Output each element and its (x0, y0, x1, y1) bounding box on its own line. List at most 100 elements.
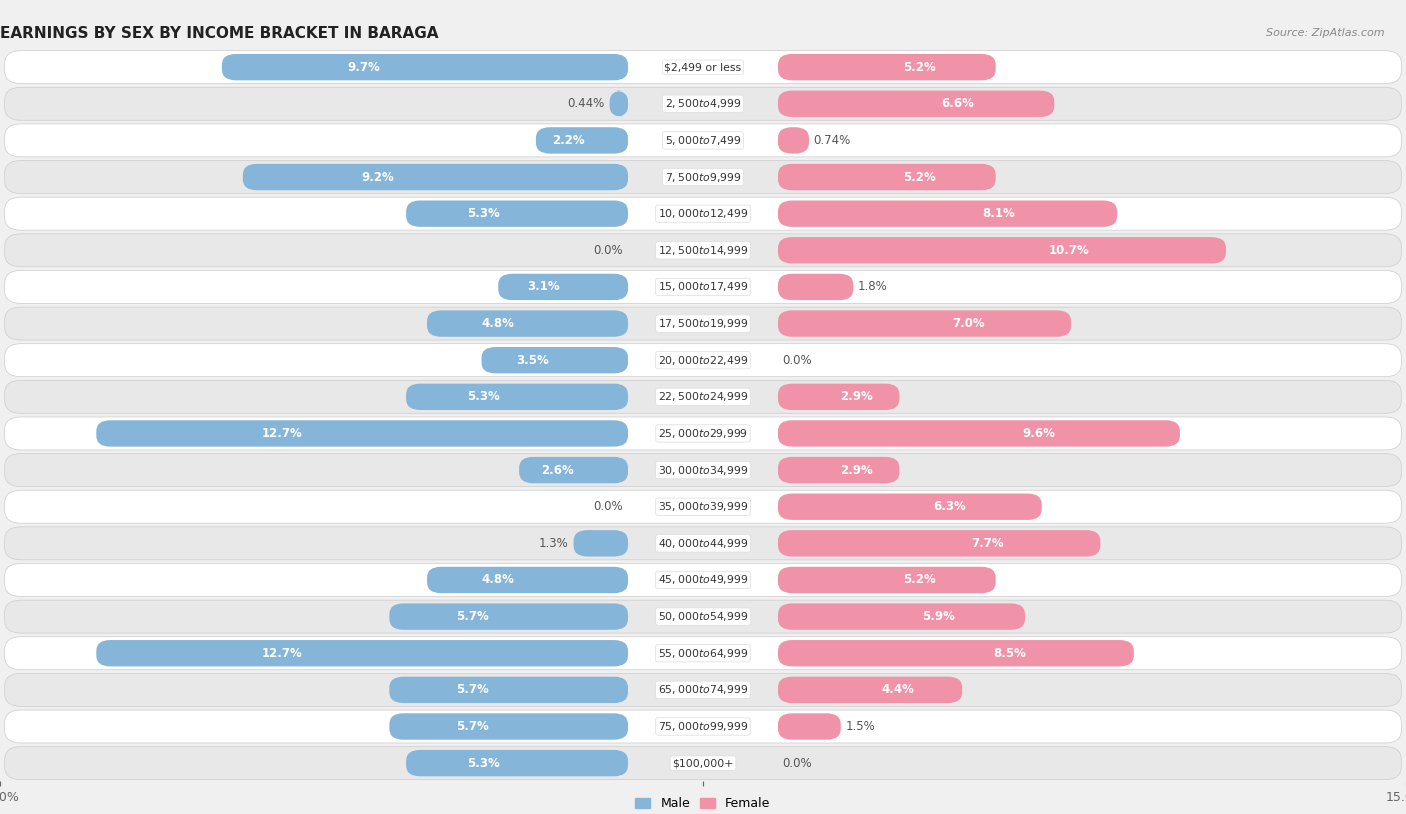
Text: $15,000 to $17,499: $15,000 to $17,499 (658, 281, 748, 293)
FancyBboxPatch shape (427, 567, 628, 593)
Text: 2.9%: 2.9% (841, 464, 873, 476)
FancyBboxPatch shape (778, 237, 1226, 264)
Text: $12,500 to $14,999: $12,500 to $14,999 (658, 244, 748, 256)
FancyBboxPatch shape (778, 713, 841, 740)
Text: 4.4%: 4.4% (882, 684, 914, 696)
FancyBboxPatch shape (4, 710, 1402, 743)
Text: 9.7%: 9.7% (347, 61, 381, 73)
Text: 5.9%: 5.9% (922, 610, 955, 623)
FancyBboxPatch shape (4, 600, 1402, 633)
FancyBboxPatch shape (498, 274, 628, 300)
FancyBboxPatch shape (389, 676, 628, 703)
FancyBboxPatch shape (4, 380, 1402, 414)
FancyBboxPatch shape (4, 746, 1402, 780)
Text: $65,000 to $74,999: $65,000 to $74,999 (658, 684, 748, 696)
FancyBboxPatch shape (481, 347, 628, 374)
FancyBboxPatch shape (406, 750, 628, 777)
Legend: Male, Female: Male, Female (630, 793, 776, 814)
Text: 2.9%: 2.9% (841, 391, 873, 403)
Text: 7.7%: 7.7% (972, 537, 1004, 549)
FancyBboxPatch shape (4, 453, 1402, 487)
Text: 5.2%: 5.2% (903, 171, 936, 183)
FancyBboxPatch shape (778, 676, 962, 703)
FancyBboxPatch shape (778, 274, 853, 300)
FancyBboxPatch shape (536, 127, 628, 154)
Text: 1.5%: 1.5% (845, 720, 875, 733)
Text: 9.2%: 9.2% (361, 171, 394, 183)
Text: $5,000 to $7,499: $5,000 to $7,499 (665, 134, 741, 147)
FancyBboxPatch shape (778, 567, 995, 593)
FancyBboxPatch shape (610, 90, 628, 117)
FancyBboxPatch shape (427, 310, 628, 337)
FancyBboxPatch shape (4, 673, 1402, 707)
Text: 0.74%: 0.74% (814, 134, 851, 147)
Text: $55,000 to $64,999: $55,000 to $64,999 (658, 647, 748, 659)
FancyBboxPatch shape (4, 307, 1402, 340)
FancyBboxPatch shape (519, 457, 628, 484)
FancyBboxPatch shape (4, 637, 1402, 670)
Text: $17,500 to $19,999: $17,500 to $19,999 (658, 317, 748, 330)
Text: $22,500 to $24,999: $22,500 to $24,999 (658, 391, 748, 403)
FancyBboxPatch shape (778, 493, 1042, 520)
Text: 0.0%: 0.0% (593, 244, 623, 256)
Text: $50,000 to $54,999: $50,000 to $54,999 (658, 610, 748, 623)
FancyBboxPatch shape (222, 54, 628, 81)
Text: 2.6%: 2.6% (541, 464, 574, 476)
FancyBboxPatch shape (96, 420, 628, 447)
FancyBboxPatch shape (778, 310, 1071, 337)
Text: 4.8%: 4.8% (481, 574, 513, 586)
Text: 1.8%: 1.8% (858, 281, 887, 293)
FancyBboxPatch shape (574, 530, 628, 557)
FancyBboxPatch shape (778, 457, 900, 484)
FancyBboxPatch shape (96, 640, 628, 667)
FancyBboxPatch shape (4, 270, 1402, 304)
FancyBboxPatch shape (243, 164, 628, 190)
FancyBboxPatch shape (4, 197, 1402, 230)
Text: 8.1%: 8.1% (981, 208, 1015, 220)
FancyBboxPatch shape (4, 417, 1402, 450)
FancyBboxPatch shape (4, 490, 1402, 523)
Text: 10.7%: 10.7% (1049, 244, 1090, 256)
Text: 7.0%: 7.0% (952, 317, 984, 330)
FancyBboxPatch shape (406, 383, 628, 410)
FancyBboxPatch shape (4, 124, 1402, 157)
Text: 12.7%: 12.7% (262, 427, 302, 440)
Text: $45,000 to $49,999: $45,000 to $49,999 (658, 574, 748, 586)
Text: 5.3%: 5.3% (467, 391, 501, 403)
FancyBboxPatch shape (389, 713, 628, 740)
FancyBboxPatch shape (4, 160, 1402, 194)
Text: 5.7%: 5.7% (457, 610, 489, 623)
Text: 6.6%: 6.6% (941, 98, 974, 110)
Text: 12.7%: 12.7% (262, 647, 302, 659)
Text: 6.3%: 6.3% (934, 501, 966, 513)
Text: $30,000 to $34,999: $30,000 to $34,999 (658, 464, 748, 476)
Text: $100,000+: $100,000+ (672, 758, 734, 768)
Text: 0.0%: 0.0% (593, 501, 623, 513)
FancyBboxPatch shape (778, 420, 1180, 447)
Text: $7,500 to $9,999: $7,500 to $9,999 (665, 171, 741, 183)
Text: 2.2%: 2.2% (551, 134, 585, 147)
Text: 5.2%: 5.2% (903, 61, 936, 73)
Text: 3.5%: 3.5% (516, 354, 550, 366)
FancyBboxPatch shape (778, 90, 1054, 117)
FancyBboxPatch shape (778, 54, 995, 81)
FancyBboxPatch shape (4, 50, 1402, 84)
FancyBboxPatch shape (4, 344, 1402, 377)
Text: $2,499 or less: $2,499 or less (665, 62, 741, 72)
FancyBboxPatch shape (778, 603, 1025, 630)
FancyBboxPatch shape (778, 383, 900, 410)
Text: 3.1%: 3.1% (527, 281, 560, 293)
Text: 5.3%: 5.3% (467, 208, 501, 220)
Text: 9.6%: 9.6% (1022, 427, 1056, 440)
Text: $2,500 to $4,999: $2,500 to $4,999 (665, 98, 741, 110)
Text: 5.7%: 5.7% (457, 720, 489, 733)
Text: 5.3%: 5.3% (467, 757, 501, 769)
Text: 0.44%: 0.44% (568, 98, 605, 110)
Text: 8.5%: 8.5% (993, 647, 1026, 659)
FancyBboxPatch shape (4, 563, 1402, 597)
FancyBboxPatch shape (4, 527, 1402, 560)
FancyBboxPatch shape (4, 234, 1402, 267)
FancyBboxPatch shape (406, 200, 628, 227)
Text: 0.0%: 0.0% (783, 757, 813, 769)
FancyBboxPatch shape (778, 127, 808, 154)
